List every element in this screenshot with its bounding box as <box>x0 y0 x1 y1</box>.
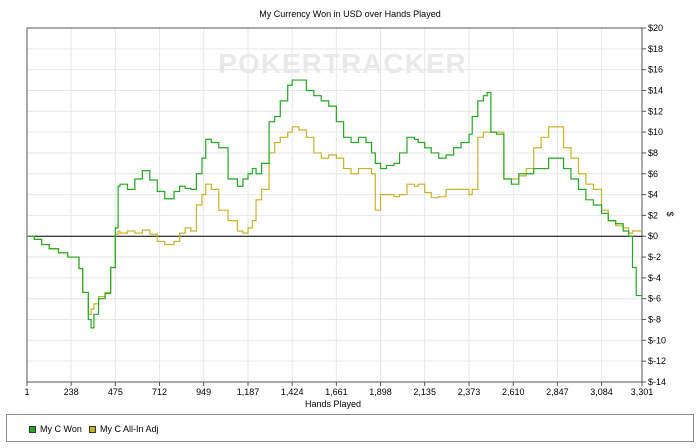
x-tick-label: 238 <box>64 387 79 397</box>
legend-item-series-0[interactable]: My C Won <box>29 424 82 434</box>
y-tick-label: $4 <box>648 190 658 200</box>
plot-area: POKERTRACKER 1 238 475 712 949 1,187 1,424 1,661… <box>24 23 666 397</box>
legend-item-series-1[interactable]: My C All-In Adj <box>89 424 159 434</box>
legend: My C Won My C All-In Adj <box>6 414 694 442</box>
y-tick-label: $-8 <box>648 315 661 325</box>
y-tick-label: $-6 <box>648 294 661 304</box>
series-line <box>27 79 643 329</box>
legend-label: My C Won <box>40 424 82 434</box>
y-tick-label: $-14 <box>648 377 666 387</box>
y-tick-label: $16 <box>648 65 663 75</box>
x-axis-title: Hands Played <box>305 399 361 409</box>
y-tick-label: $-12 <box>648 356 666 366</box>
watermark-logo: POKERTRACKER <box>218 48 466 79</box>
x-tick-label: 3,301 <box>631 387 654 397</box>
series-line <box>27 126 642 315</box>
y-tick-label: $12 <box>648 106 663 116</box>
y-tick-label: $14 <box>648 85 663 95</box>
x-tick-label: 3,084 <box>590 387 613 397</box>
x-tick-label: 712 <box>152 387 167 397</box>
y-tick-label: $-10 <box>648 335 666 345</box>
chart-title: My Currency Won in USD over Hands Played <box>259 9 440 19</box>
x-tick-label: 2,135 <box>413 387 436 397</box>
legend-swatch <box>29 425 36 433</box>
x-tick-label: 949 <box>196 387 211 397</box>
legend-label: My C All-In Adj <box>100 424 159 434</box>
y-tick-label: $20 <box>648 23 663 33</box>
x-tick-label: 1,898 <box>369 387 392 397</box>
y-tick-label: $-2 <box>648 252 661 262</box>
x-tick-label: 1,661 <box>325 387 348 397</box>
plot-border <box>26 27 643 383</box>
y-axis-title: $ <box>665 211 675 216</box>
y-tick-label: $8 <box>648 148 658 158</box>
y-tick-label: $18 <box>648 44 663 54</box>
x-tick-label: 1 <box>24 387 29 397</box>
x-tick-label: 1,187 <box>237 387 260 397</box>
plot-background <box>27 28 642 382</box>
x-tick-label: 2,847 <box>546 387 569 397</box>
x-tick-label: 475 <box>108 387 123 397</box>
x-tick-label: 2,373 <box>458 387 481 397</box>
x-tick-label: 2,610 <box>502 387 525 397</box>
y-tick-label: $0 <box>648 231 658 241</box>
y-tick-label: $-4 <box>648 273 661 283</box>
y-tick-label: $10 <box>648 127 663 137</box>
y-tick-label: $2 <box>648 210 658 220</box>
legend-swatch <box>89 425 96 433</box>
x-tick-label: 1,424 <box>281 387 304 397</box>
y-tick-label: $6 <box>648 169 658 179</box>
